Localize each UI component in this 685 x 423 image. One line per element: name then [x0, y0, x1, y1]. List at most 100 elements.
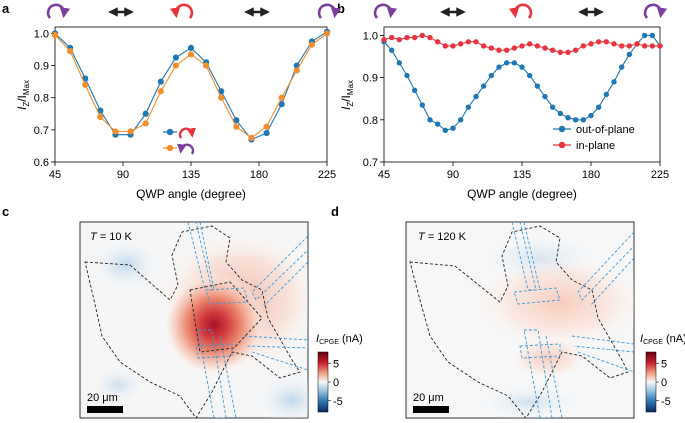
- data-point: [657, 43, 663, 49]
- data-point: [542, 45, 548, 51]
- data-point: [396, 60, 403, 66]
- data-point: [157, 88, 164, 95]
- y-axis-label-a: IZ/IMax: [15, 80, 31, 110]
- data-point: [67, 48, 74, 55]
- data-point: [263, 129, 270, 137]
- data-point: [465, 104, 472, 110]
- data-point: [626, 43, 633, 49]
- data-point: [519, 43, 525, 49]
- data-point: [641, 43, 648, 49]
- data-point: [649, 43, 656, 49]
- data-point: [233, 117, 240, 124]
- data-point: [434, 121, 441, 127]
- data-point: [473, 93, 479, 100]
- data-point: [534, 83, 541, 89]
- y-tick-label: 0.7: [34, 125, 49, 137]
- purple-circular-icon: [373, 3, 398, 19]
- data-point: [293, 67, 300, 74]
- electrodes: [511, 222, 634, 418]
- data-point: [97, 113, 104, 121]
- x-tick-label: 180: [582, 169, 600, 181]
- data-point: [595, 39, 602, 45]
- legend-marker-out-of-plane: [558, 125, 566, 133]
- scalebar-label-d: 20 μm: [413, 392, 444, 404]
- data-point: [323, 30, 331, 37]
- data-point: [187, 51, 195, 58]
- data-point: [142, 110, 149, 117]
- negative-region: [86, 363, 150, 407]
- data-point: [641, 32, 648, 39]
- data-point: [187, 44, 195, 51]
- colorbar-label-c: ICPGE (nA): [316, 333, 363, 346]
- purple-circular-icon: [46, 3, 71, 19]
- temperature-label-d: T = 120 K: [418, 231, 467, 243]
- hotspot: [162, 273, 266, 377]
- data-point: [519, 64, 525, 70]
- colorbar-d: ICPGE (nA) 5 0 -5: [640, 333, 685, 413]
- data-point: [411, 87, 418, 93]
- data-point: [580, 117, 587, 123]
- data-point: [203, 62, 210, 69]
- data-point: [411, 34, 418, 41]
- data-point: [503, 60, 510, 66]
- data-point: [450, 125, 456, 131]
- data-point: [465, 39, 472, 45]
- data-point: [233, 123, 240, 130]
- x-tick-label: 45: [49, 169, 61, 181]
- y-tick-label: 1.0: [363, 30, 378, 42]
- data-point: [557, 49, 564, 56]
- x-tick-label: 45: [378, 169, 390, 181]
- polarization-icons-b: [373, 3, 668, 19]
- data-point: [263, 123, 270, 130]
- y-axis-label-b: IZ/IMax: [339, 80, 355, 110]
- colorbar-tick-label: 5: [661, 358, 667, 370]
- data-point: [142, 120, 149, 127]
- data-point: [82, 75, 89, 82]
- data-point: [112, 128, 119, 135]
- heatmap-d: T = 120 K 20 μm ICPGE (nA) 5 0 -5: [405, 221, 685, 419]
- legend-marker-in-plane: [558, 141, 566, 149]
- scalebar-c: [87, 406, 123, 413]
- legend-label-out-of-plane: out-of-plane: [576, 124, 635, 136]
- data-point: [218, 88, 225, 95]
- data-point: [396, 36, 403, 43]
- data-point: [480, 83, 487, 89]
- y-tick-label: 0.8: [363, 115, 378, 127]
- legend-marker-blue: [166, 128, 174, 136]
- data-point: [572, 117, 579, 123]
- scalebar-d: [413, 406, 449, 413]
- colorbar-tick-label: -5: [661, 396, 671, 408]
- data-point: [572, 47, 579, 53]
- data-point: [308, 41, 315, 48]
- data-point: [542, 93, 548, 100]
- x-tick-label: 135: [182, 169, 200, 181]
- data-point: [580, 43, 587, 49]
- data-point: [381, 36, 387, 43]
- data-point: [603, 39, 610, 45]
- data-point: [511, 60, 518, 66]
- panel-letter-a: a: [2, 1, 10, 16]
- red-circular-icon: [178, 127, 197, 139]
- colorbar-tick-label: 0: [333, 377, 339, 389]
- series-line: [383, 34, 661, 131]
- y-tick-label: 0.7: [363, 157, 378, 169]
- heatmap-c: T = 10 K 20 μm ICPGE (nA) 5 0 -5: [79, 221, 363, 419]
- data-point: [457, 41, 464, 47]
- x-axis-label-a: QWP angle (degree): [136, 187, 246, 201]
- data-point: [588, 112, 594, 119]
- panel-letter-d: d: [331, 204, 339, 219]
- data-point: [278, 101, 285, 108]
- data-point: [595, 104, 602, 110]
- data-point: [434, 39, 441, 45]
- scalebar-label-c: 20 μm: [87, 392, 118, 404]
- data-point: [218, 94, 225, 101]
- data-point: [473, 39, 479, 45]
- data-point: [557, 110, 564, 117]
- data-point: [534, 43, 541, 49]
- electrodes: [187, 222, 308, 418]
- legend-marker-orange: [166, 144, 174, 152]
- x-tick-label: 90: [117, 169, 129, 181]
- data-point: [488, 72, 495, 79]
- y-tick-label: 1.0: [34, 28, 49, 40]
